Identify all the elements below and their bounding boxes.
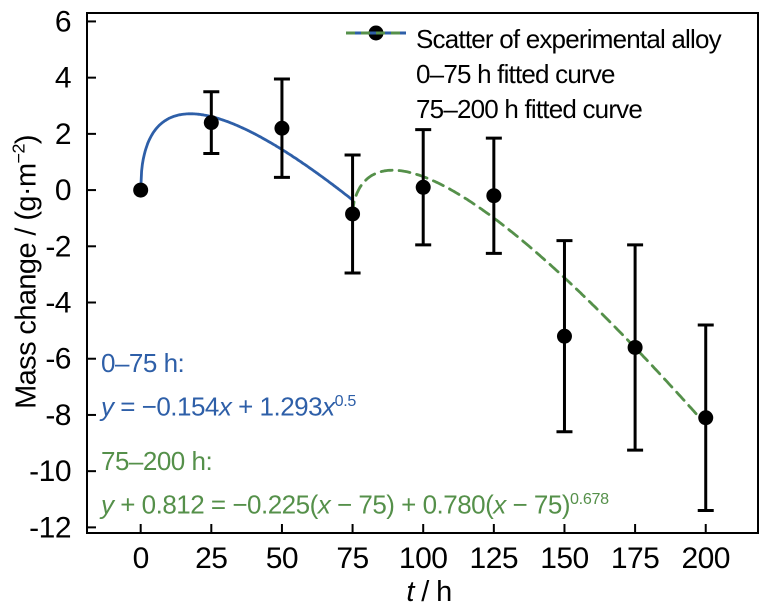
legend-label: Scatter of experimental alloy bbox=[416, 24, 722, 54]
data-point bbox=[627, 339, 643, 355]
y-tick-label: -2 bbox=[45, 230, 71, 263]
annotation-line: 75–200 h: bbox=[101, 446, 213, 476]
fitted-curve-1 bbox=[139, 112, 354, 202]
x-tick-label: 25 bbox=[195, 542, 227, 575]
x-tick-label: 75 bbox=[336, 542, 368, 575]
data-point bbox=[203, 115, 219, 131]
y-tick-label: -12 bbox=[29, 511, 71, 544]
legend: Scatter of experimental alloy 0–75 h fitt… bbox=[336, 22, 722, 127]
y-tick-label: 0 bbox=[55, 174, 71, 207]
legend-item: 75–200 h fitted curve bbox=[336, 31, 721, 127]
x-axis-title: t / h bbox=[406, 576, 452, 608]
y-tick-label: 6 bbox=[55, 5, 71, 38]
data-point bbox=[486, 188, 502, 204]
y-tick-label: 2 bbox=[55, 118, 71, 151]
data-point bbox=[415, 179, 431, 195]
x-tick-label: 175 bbox=[611, 542, 660, 575]
data-point bbox=[274, 120, 290, 136]
x-tick-label: 200 bbox=[681, 542, 730, 575]
x-tick-label: 125 bbox=[470, 542, 519, 575]
data-point bbox=[345, 206, 361, 222]
y-tick-label: -4 bbox=[45, 287, 71, 320]
x-tick-label: 50 bbox=[266, 542, 298, 575]
y-axis-title: Mass change / (g·m−2) bbox=[8, 135, 43, 409]
legend-item: 0–75 h fitted curve bbox=[336, 31, 721, 92]
annotation-fit-75-200: 75–200 h: y + 0.812 = −0.225(x − 75) + 0.… bbox=[101, 442, 609, 524]
fitted-curve-2 bbox=[351, 168, 708, 426]
x-tick-label: 100 bbox=[399, 542, 448, 575]
legend-label: 0–75 h fitted curve bbox=[416, 59, 616, 89]
y-tick-label: -6 bbox=[45, 343, 71, 376]
annotation-line: y + 0.812 = −0.225(x − 75) + 0.780(x − 7… bbox=[101, 489, 609, 520]
x-tick-label: 150 bbox=[540, 542, 589, 575]
legend-item: Scatter of experimental alloy bbox=[336, 22, 722, 57]
annotation-line: y = −0.154x + 1.293x0.5 bbox=[101, 391, 357, 422]
data-point bbox=[556, 328, 572, 344]
x-tick-label: 0 bbox=[133, 542, 149, 575]
data-point bbox=[133, 182, 149, 198]
y-tick-label: 4 bbox=[55, 62, 71, 95]
annotation-fit-0-75: 0–75 h: y = −0.154x + 1.293x0.5 bbox=[101, 344, 356, 426]
data-point bbox=[698, 410, 714, 426]
legend-label: 75–200 h fitted curve bbox=[416, 94, 643, 124]
y-tick-label: -8 bbox=[45, 399, 71, 432]
y-tick-label: -10 bbox=[29, 455, 71, 488]
annotation-line: 0–75 h: bbox=[101, 348, 185, 378]
